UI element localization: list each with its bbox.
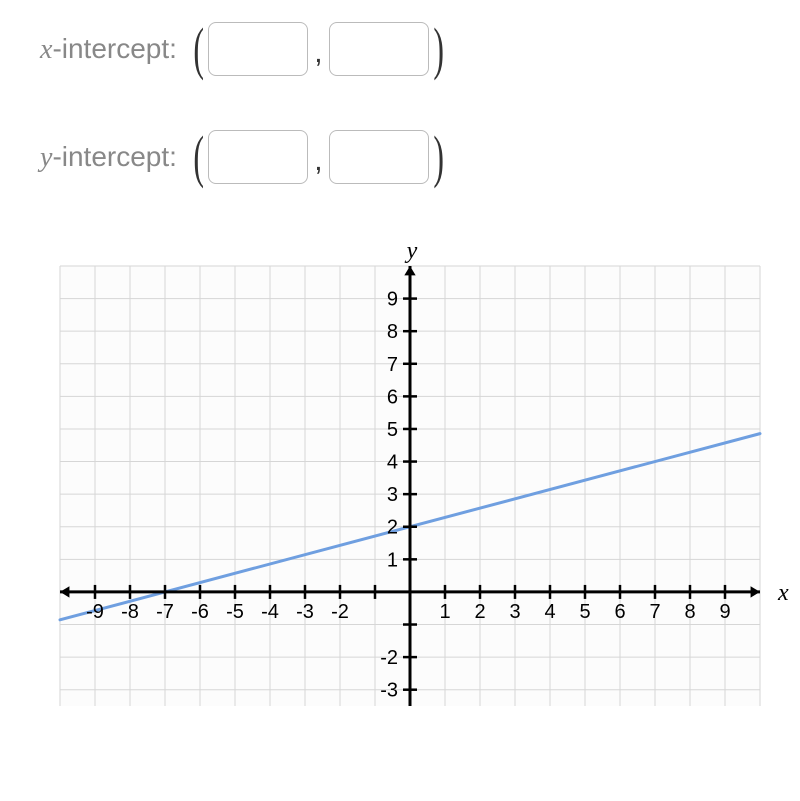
x-intercept-suffix: -intercept: — [52, 33, 177, 64]
x-tick-label: -2 — [331, 601, 349, 623]
open-paren-icon: ( — [193, 20, 204, 78]
x-tick-label: 4 — [544, 601, 555, 623]
y-tick-label: -3 — [380, 680, 398, 702]
x-tick-label: -3 — [296, 601, 314, 623]
x-intercept-label: x-intercept: — [40, 33, 177, 66]
y-tick-label: 2 — [387, 517, 398, 539]
x-tick-label: -8 — [121, 601, 139, 623]
y-tick-label: 8 — [387, 321, 398, 343]
y-tick-label: 6 — [387, 386, 398, 408]
y-intercept-label: y-intercept: — [40, 141, 177, 174]
y-tick-label: 5 — [387, 419, 398, 441]
x-tick-label: 9 — [719, 601, 730, 623]
open-paren-icon: ( — [193, 128, 204, 186]
coordinate-chart: -9 -8 -7 -6 -5 -4 -3 -2 1 2 3 4 5 6 7 8 9 -3 -2 1 2 3 4 5 6 7 8 9 y x — [40, 236, 800, 706]
x-tick-label: -4 — [261, 601, 279, 623]
comma: , — [314, 144, 322, 186]
x-tick-label: -9 — [86, 601, 104, 623]
y-intercept-var: y — [40, 142, 52, 173]
y-tick-label: 4 — [387, 452, 398, 474]
x-tick-label: 8 — [684, 601, 695, 623]
x-tick-label: 7 — [649, 601, 660, 623]
comma: , — [314, 36, 322, 78]
x-axis-label: x — [777, 580, 789, 606]
x-tick-label: 3 — [509, 601, 520, 623]
y-tick-label: 3 — [387, 484, 398, 506]
x-intercept-row: x-intercept: ( , ) — [40, 20, 760, 78]
chart-container: -9-8-7-6-5-4-3-2123456789-3-2123456789yx — [40, 236, 760, 706]
y-tick-label: -2 — [380, 647, 398, 669]
x-tick-label: 2 — [474, 601, 485, 623]
close-paren-icon: ) — [433, 20, 444, 78]
y-intercept-row: y-intercept: ( , ) — [40, 128, 760, 186]
x-tick-label: -5 — [226, 601, 244, 623]
x-intercept-var: x — [40, 34, 52, 65]
x-tick-label: -7 — [156, 601, 174, 623]
y-intercept-x-input[interactable] — [208, 130, 308, 184]
close-paren-icon: ) — [433, 128, 444, 186]
y-intercept-suffix: -intercept: — [52, 141, 177, 172]
y-intercept-y-input[interactable] — [329, 130, 429, 184]
y-tick-label: 9 — [387, 289, 398, 311]
x-tick-label: 1 — [439, 601, 450, 623]
x-intercept-y-input[interactable] — [329, 22, 429, 76]
y-axis-label: y — [405, 238, 418, 264]
y-tick-label: 7 — [387, 354, 398, 376]
x-intercept-x-input[interactable] — [208, 22, 308, 76]
y-tick-label: 1 — [387, 549, 398, 571]
x-tick-label: -6 — [191, 601, 209, 623]
x-tick-label: 5 — [579, 601, 590, 623]
x-tick-label: 6 — [614, 601, 625, 623]
